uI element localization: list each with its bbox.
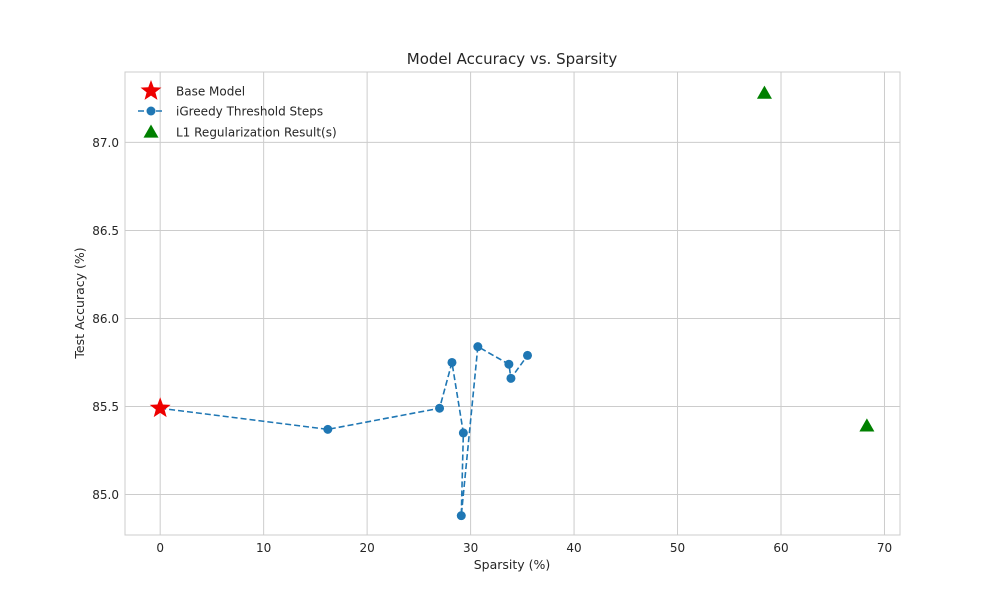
x-tick-label: 50 (670, 541, 685, 555)
x-tick-label: 0 (156, 541, 164, 555)
x-tick-labels: 0 10 20 30 40 50 60 70 (156, 541, 892, 555)
x-axis-label: Sparsity (%) (474, 557, 551, 572)
legend-entry: L1 Regularization Result(s) (176, 126, 337, 140)
series-triangle (756, 85, 875, 432)
x-tick-label: 40 (566, 541, 581, 555)
data-point (859, 418, 875, 432)
data-point (447, 357, 457, 367)
series-layer (149, 85, 875, 521)
plot-frame (124, 71, 901, 536)
x-tick-label: 30 (463, 541, 478, 555)
data-point (756, 85, 772, 99)
y-axis-label: Test Accuracy (%) (72, 247, 87, 359)
grid-lines (125, 72, 900, 535)
data-point (456, 511, 466, 521)
y-tick-label: 86.5 (92, 224, 119, 238)
y-tick-label: 85.5 (92, 400, 119, 414)
data-point (458, 428, 468, 438)
x-tick-label: 10 (256, 541, 271, 555)
series-star (149, 397, 171, 418)
legend-marker (146, 106, 156, 116)
data-point (435, 403, 445, 413)
chart-title: Model Accuracy vs. Sparsity (407, 50, 618, 68)
series-line (160, 345, 529, 516)
legend: Base Model iGreedy Threshold Steps L1 Regu… (138, 80, 337, 140)
y-tick-labels: 85.0 85.5 86.0 86.5 87.0 (92, 136, 119, 502)
y-tick-label: 86.0 (92, 312, 119, 326)
y-tick-label: 85.0 (92, 488, 119, 502)
x-tick-label: 60 (773, 541, 788, 555)
data-point (523, 350, 533, 360)
legend-entry: Base Model (176, 85, 245, 99)
x-tick-label: 70 (877, 541, 892, 555)
data-point (149, 397, 171, 418)
x-tick-label: 20 (359, 541, 374, 555)
legend-entry: iGreedy Threshold Steps (176, 105, 323, 119)
y-tick-label: 87.0 (92, 136, 119, 150)
legend-marker (143, 124, 159, 138)
legend-marker (140, 80, 162, 100)
data-point (506, 373, 516, 383)
data-point (473, 342, 483, 352)
data-point (323, 424, 333, 434)
data-point (504, 359, 514, 369)
